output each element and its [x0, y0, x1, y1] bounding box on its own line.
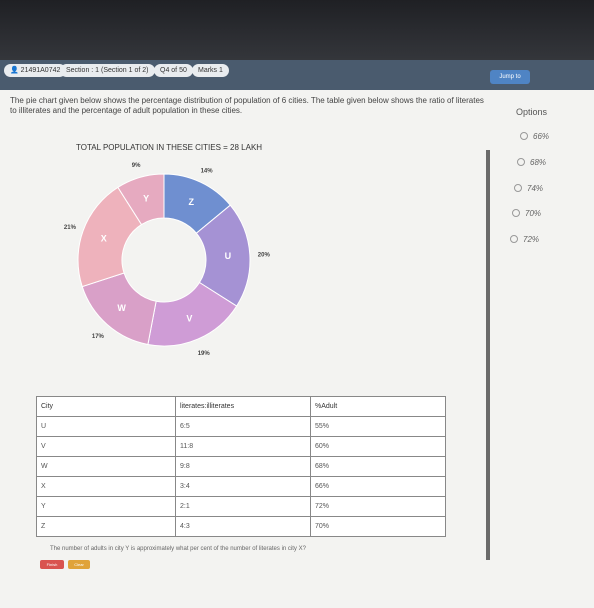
slice-percent-z: 14%	[201, 169, 214, 175]
table-header-row: City literates:illiterates %Adult	[36, 396, 446, 417]
table-row: Y 2:1 72%	[36, 496, 446, 517]
population-donut-chart: Z 14% U 20% V 19% W 17% X 21% Y 9%	[64, 163, 271, 357]
table-cell: 72%	[310, 496, 446, 517]
slice-label-w: W	[117, 303, 126, 313]
marks-badge: Marks 1	[192, 64, 229, 77]
option-2[interactable]: 68%	[517, 158, 546, 167]
table-cell: Z	[36, 516, 176, 537]
option-1[interactable]: 66%	[520, 132, 549, 141]
table-cell: 68%	[310, 456, 446, 477]
table-cell: 11:8	[175, 436, 311, 457]
question-text: The pie chart given below shows the perc…	[10, 96, 484, 115]
radio-icon[interactable]	[510, 235, 518, 243]
option-5[interactable]: 72%	[510, 235, 539, 244]
slice-label-x: X	[101, 233, 107, 243]
option-label: 74%	[527, 184, 544, 193]
clear-button[interactable]: Clear	[68, 560, 90, 569]
table-cell: 9:8	[175, 456, 311, 477]
table-cell: U	[36, 416, 176, 437]
table-header-adult: %Adult	[310, 396, 446, 417]
table-cell: 3:4	[175, 476, 311, 497]
option-label: 66%	[533, 132, 550, 141]
section-badge[interactable]: Section : 1 (Section 1 of 2)	[60, 64, 155, 77]
panel-divider-scrollbar[interactable]	[486, 150, 490, 560]
table-cell: 2:1	[175, 496, 311, 517]
slice-percent-x: 21%	[64, 225, 77, 231]
slice-label-y: Y	[143, 194, 149, 204]
table-row: X 3:4 66%	[36, 476, 446, 497]
table-cell: 4:3	[175, 516, 311, 537]
table-row: W 9:8 68%	[36, 456, 446, 477]
option-4[interactable]: 70%	[512, 209, 541, 218]
user-icon: 👤	[10, 67, 19, 74]
option-label: 70%	[525, 209, 542, 218]
finish-button[interactable]: Finish	[40, 560, 64, 569]
options-heading: Options	[516, 107, 548, 117]
table-row: U 6:5 55%	[36, 416, 446, 437]
slice-label-v: V	[186, 314, 192, 324]
table-cell: W	[36, 456, 176, 477]
slice-label-u: U	[225, 251, 232, 261]
option-label: 72%	[523, 235, 540, 244]
slice-percent-u: 20%	[258, 253, 271, 259]
radio-icon[interactable]	[520, 132, 528, 140]
slice-percent-v: 19%	[198, 351, 211, 357]
table-cell: 55%	[310, 416, 446, 437]
chart-title: TOTAL POPULATION IN THESE CITIES = 28 LA…	[76, 143, 263, 152]
slice-y	[117, 173, 165, 226]
city-data-table: City literates:illiterates %Adult U 6:5 55…	[36, 396, 446, 537]
candidate-id: 21491A0742	[20, 67, 61, 74]
option-3[interactable]: 74%	[514, 184, 543, 193]
table-cell: 60%	[310, 436, 446, 457]
table-header-city: City	[36, 396, 176, 417]
radio-icon[interactable]	[514, 184, 522, 192]
slice-percent-y: 9%	[132, 163, 141, 169]
table-header-ratio: literates:illiterates	[175, 396, 311, 417]
table-cell: 70%	[310, 516, 446, 537]
question-prompt: The number of adults in city Y is approx…	[50, 546, 306, 552]
jump-to-button[interactable]: Jump to	[490, 70, 530, 84]
table-cell: 66%	[310, 476, 446, 497]
table-cell: Y	[36, 496, 176, 517]
monitor-bezel	[0, 0, 594, 60]
table-cell: 6:5	[175, 416, 311, 437]
slice-label-z: Z	[188, 197, 194, 207]
radio-icon[interactable]	[517, 158, 525, 166]
question-number-badge: Q4 of 50	[154, 64, 193, 77]
table-cell: X	[36, 476, 176, 497]
table-row: Z 4:3 70%	[36, 516, 446, 537]
table-row: V 11:8 60%	[36, 436, 446, 457]
radio-icon[interactable]	[512, 209, 520, 217]
table-cell: V	[36, 436, 176, 457]
candidate-id-badge: 👤 21491A0742	[4, 64, 67, 77]
option-label: 68%	[530, 158, 547, 167]
slice-percent-w: 17%	[92, 334, 105, 340]
